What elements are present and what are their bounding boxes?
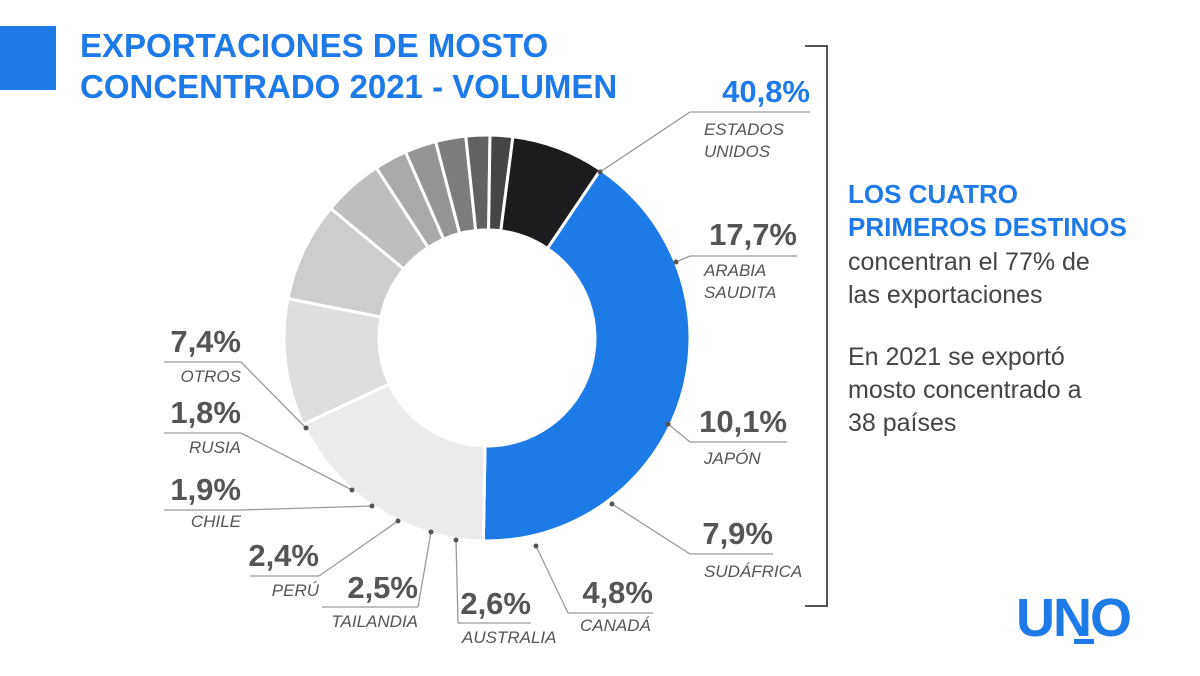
sidebar-text-line-4: mosto concentrado a bbox=[848, 376, 1082, 404]
leader-line-rusia bbox=[240, 432, 353, 491]
category-label-canada: CANADÁ bbox=[580, 616, 651, 635]
title-accent-square bbox=[0, 26, 56, 90]
value-label-tailandia: 2,5% bbox=[347, 570, 418, 605]
leader-line-arabia-saudita bbox=[675, 255, 691, 263]
leader-dot-rusia bbox=[349, 487, 355, 493]
leader-line-chile bbox=[240, 505, 373, 511]
leader-line-tailandia bbox=[417, 531, 432, 608]
title-line-2: CONCENTRADO 2021 - VOLUMEN bbox=[80, 68, 617, 105]
leader-dot-arabia-saudita bbox=[673, 259, 679, 265]
top-four-bracket bbox=[805, 45, 828, 607]
leader-dot-chile bbox=[369, 503, 375, 509]
leader-dot-peru bbox=[395, 518, 401, 524]
leader-dot-estados-unidos bbox=[597, 169, 603, 175]
category-label-estados-unidos-line-2: UNIDOS bbox=[704, 142, 771, 161]
leader-line-peru bbox=[318, 520, 399, 577]
category-label-tailandia: TAILANDIA bbox=[331, 612, 418, 631]
sidebar-text-line-2: las exportaciones bbox=[848, 281, 1043, 309]
category-label-chile: CHILE bbox=[191, 512, 242, 531]
leader-line-australia bbox=[455, 539, 459, 624]
category-label-arabia-saudita-line-1: ARABIA bbox=[703, 261, 766, 280]
value-label-chile: 1,9% bbox=[170, 472, 241, 507]
leader-dot-japon bbox=[665, 421, 671, 427]
leader-line-sudafrica bbox=[611, 503, 691, 555]
leader-line-japon bbox=[667, 423, 691, 443]
value-label-australia: 2,6% bbox=[460, 586, 531, 621]
category-label-arabia-saudita-line-2: SAUDITA bbox=[704, 283, 776, 302]
category-label-sudafrica: SUDÁFRICA bbox=[704, 562, 802, 581]
value-label-estados-unidos: 40,8% bbox=[722, 74, 810, 109]
sidebar-text-line-5: 38 países bbox=[848, 409, 956, 437]
value-label-peru: 2,4% bbox=[248, 538, 319, 573]
slice-arabia-saudita bbox=[301, 381, 487, 543]
leader-dot-sudafrica bbox=[609, 501, 615, 507]
value-label-otros: 7,4% bbox=[170, 324, 241, 359]
leader-line-canada bbox=[535, 545, 569, 614]
category-label-peru: PERÚ bbox=[272, 581, 320, 600]
value-label-japon: 10,1% bbox=[699, 404, 787, 439]
slice-labels: 40,8% ESTADOS UNIDOS 17,7% ARABIA SAUDITA 10,1… bbox=[170, 74, 810, 647]
leader-line-estados-unidos bbox=[599, 111, 691, 173]
leader-lines bbox=[164, 111, 810, 624]
title-line-1: EXPORTACIONES DE MOSTO bbox=[80, 27, 548, 64]
category-label-estados-unidos-line-1: ESTADOS bbox=[704, 120, 785, 139]
uno-logo: UNO bbox=[1016, 588, 1132, 648]
sidebar-text-line-1: concentran el 77% de bbox=[848, 248, 1090, 276]
value-label-rusia: 1,8% bbox=[170, 395, 241, 430]
leader-dot-canada bbox=[533, 543, 539, 549]
category-label-australia: AUSTRALIA bbox=[461, 628, 556, 647]
donut-chart bbox=[282, 133, 692, 543]
value-label-sudafrica: 7,9% bbox=[702, 516, 773, 551]
slice-estados-unidos bbox=[481, 167, 692, 543]
sidebar-bold-line-2: PRIMEROS DESTINOS bbox=[848, 212, 1127, 242]
category-label-otros: OTROS bbox=[181, 367, 242, 386]
value-label-arabia-saudita: 17,7% bbox=[709, 217, 797, 252]
value-label-canada: 4,8% bbox=[582, 575, 653, 610]
sidebar-text-line-3: En 2021 se exportó bbox=[848, 343, 1065, 371]
logo-underline bbox=[1074, 639, 1094, 644]
category-label-rusia: RUSIA bbox=[189, 438, 241, 457]
leader-dot-australia bbox=[453, 537, 459, 543]
logo-text: UNO bbox=[1016, 588, 1130, 648]
sidebar-bold-line-1: LOS CUATRO bbox=[848, 179, 1018, 209]
leader-dot-otros bbox=[303, 425, 309, 431]
leader-dot-tailandia bbox=[428, 529, 434, 535]
category-label-japon: JAPÓN bbox=[703, 449, 761, 468]
leader-line-otros bbox=[240, 361, 307, 429]
